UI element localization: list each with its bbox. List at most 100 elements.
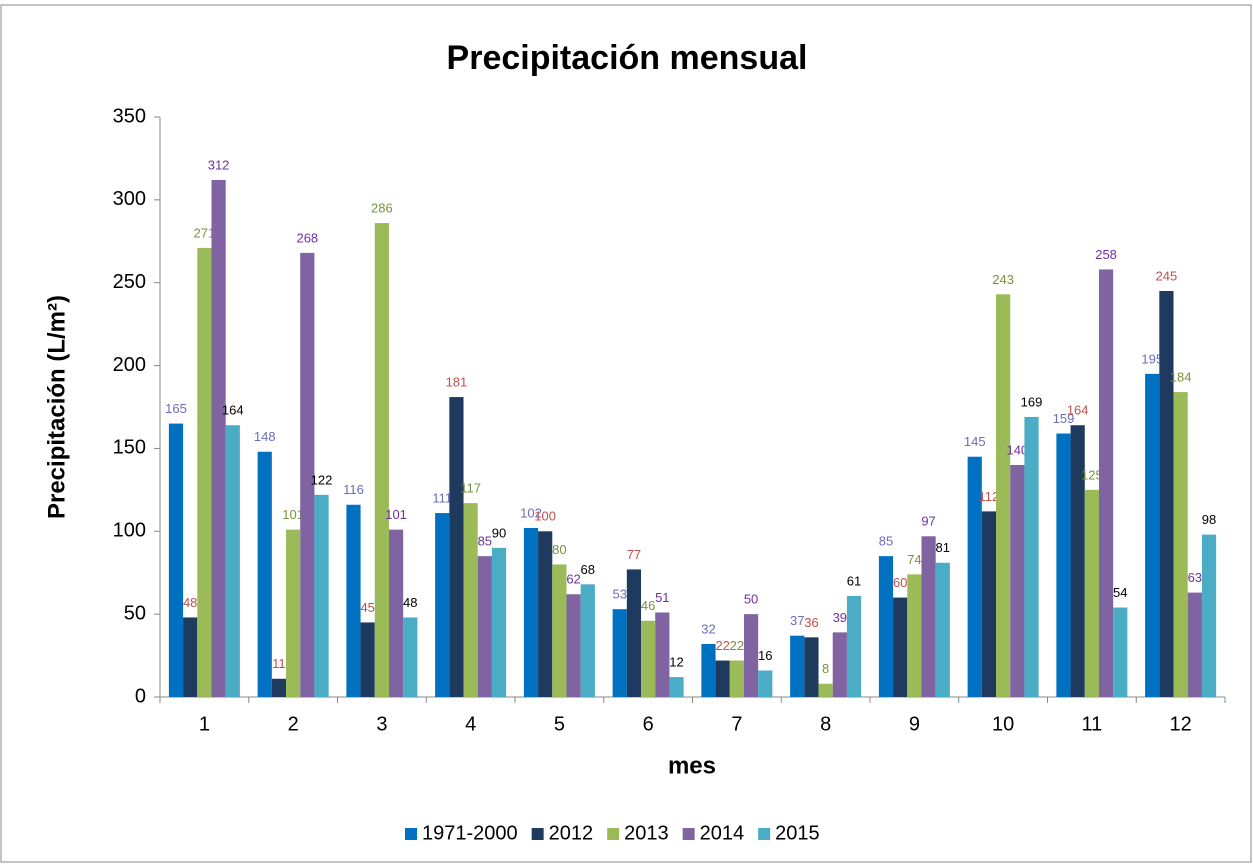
bar — [300, 252, 315, 697]
value-label: 22 — [730, 638, 744, 653]
value-label: 116 — [343, 482, 364, 497]
value-label: 32 — [701, 621, 715, 636]
value-label: 268 — [296, 230, 318, 245]
value-label: 12 — [669, 655, 683, 670]
bar — [626, 569, 642, 697]
bar — [477, 556, 492, 697]
y-tick-label: 350 — [113, 105, 146, 127]
value-label: 60 — [893, 575, 907, 590]
x-tick-label: 5 — [554, 713, 565, 735]
value-label: 22 — [715, 638, 729, 653]
legend-label: 2014 — [700, 822, 745, 844]
legend-swatch — [405, 828, 417, 840]
value-label: 90 — [492, 525, 506, 540]
bar — [893, 597, 908, 697]
x-tick-label: 12 — [1170, 713, 1192, 735]
value-label: 169 — [1021, 394, 1043, 409]
value-label: 63 — [1188, 570, 1202, 585]
bar — [449, 397, 464, 697]
value-label: 36 — [804, 615, 818, 630]
value-label: 61 — [847, 573, 861, 588]
bar — [538, 531, 553, 697]
value-label: 117 — [460, 481, 481, 496]
bar — [523, 527, 539, 697]
bar — [612, 609, 627, 697]
bar — [566, 594, 581, 697]
x-tick-label: 2 — [288, 713, 299, 735]
bar — [846, 595, 862, 697]
legend-swatch — [531, 828, 544, 840]
bar — [981, 511, 997, 697]
value-label: 101 — [385, 507, 407, 522]
value-label: 81 — [936, 540, 950, 555]
bar — [1159, 291, 1174, 697]
bar — [758, 670, 773, 697]
bar — [1024, 416, 1039, 697]
bar — [314, 494, 329, 697]
y-tick-label: 50 — [124, 602, 146, 624]
bar — [360, 622, 375, 697]
value-label: 258 — [1095, 247, 1117, 262]
bar — [435, 513, 450, 697]
value-label: 286 — [371, 200, 393, 215]
value-label: 243 — [992, 272, 1014, 287]
value-label: 80 — [552, 542, 566, 557]
bar — [271, 678, 287, 697]
bar — [669, 677, 684, 697]
value-label: 122 — [311, 472, 333, 487]
x-tick-label: 1 — [199, 713, 210, 735]
y-tick-label: 300 — [113, 188, 146, 210]
value-label: 74 — [907, 552, 921, 567]
bar — [935, 562, 950, 697]
bar — [388, 529, 404, 697]
bar — [818, 683, 833, 697]
value-label: 68 — [581, 562, 595, 577]
value-label: 11 — [272, 656, 286, 671]
bar — [921, 536, 936, 697]
legend-swatch — [682, 828, 695, 840]
value-label: 245 — [1156, 268, 1178, 283]
bar — [225, 425, 240, 697]
y-axis-title: Precipitación (L/m²) — [43, 295, 70, 519]
bar — [183, 617, 198, 697]
value-label: 53 — [612, 587, 626, 602]
value-label: 148 — [254, 429, 276, 444]
bar — [715, 660, 730, 697]
value-label: 16 — [758, 648, 772, 663]
value-label: 271 — [194, 225, 216, 240]
value-label: 100 — [534, 509, 556, 524]
bar — [403, 617, 418, 697]
value-label: 140 — [1006, 442, 1028, 457]
bar — [701, 643, 716, 697]
value-label: 85 — [478, 534, 492, 549]
bar — [655, 612, 670, 697]
x-tick-label: 10 — [992, 713, 1014, 735]
chart-border — [0, 4, 1252, 863]
value-label: 46 — [641, 598, 655, 613]
value-label: 101 — [282, 507, 304, 522]
value-label: 145 — [964, 434, 986, 449]
bar — [967, 456, 982, 697]
bar — [168, 423, 184, 697]
value-label: 195 — [1141, 351, 1163, 366]
bar — [878, 556, 894, 697]
x-tick-label: 3 — [376, 713, 387, 735]
bar — [1056, 433, 1071, 697]
bar — [907, 574, 922, 697]
bar — [804, 637, 819, 697]
value-label: 164 — [222, 403, 244, 418]
bar — [1145, 373, 1160, 697]
bar — [996, 294, 1011, 697]
x-tick-label: 6 — [643, 713, 654, 735]
value-label: 54 — [1113, 585, 1127, 600]
bar — [641, 620, 656, 697]
value-label: 164 — [1067, 403, 1089, 418]
bar — [729, 660, 744, 697]
y-tick-label: 0 — [135, 685, 146, 707]
value-label: 98 — [1202, 512, 1216, 527]
value-label: 85 — [879, 534, 893, 549]
value-label: 50 — [744, 592, 758, 607]
value-label: 77 — [627, 547, 641, 562]
value-label: 165 — [165, 401, 187, 416]
legend-swatch — [758, 828, 771, 840]
